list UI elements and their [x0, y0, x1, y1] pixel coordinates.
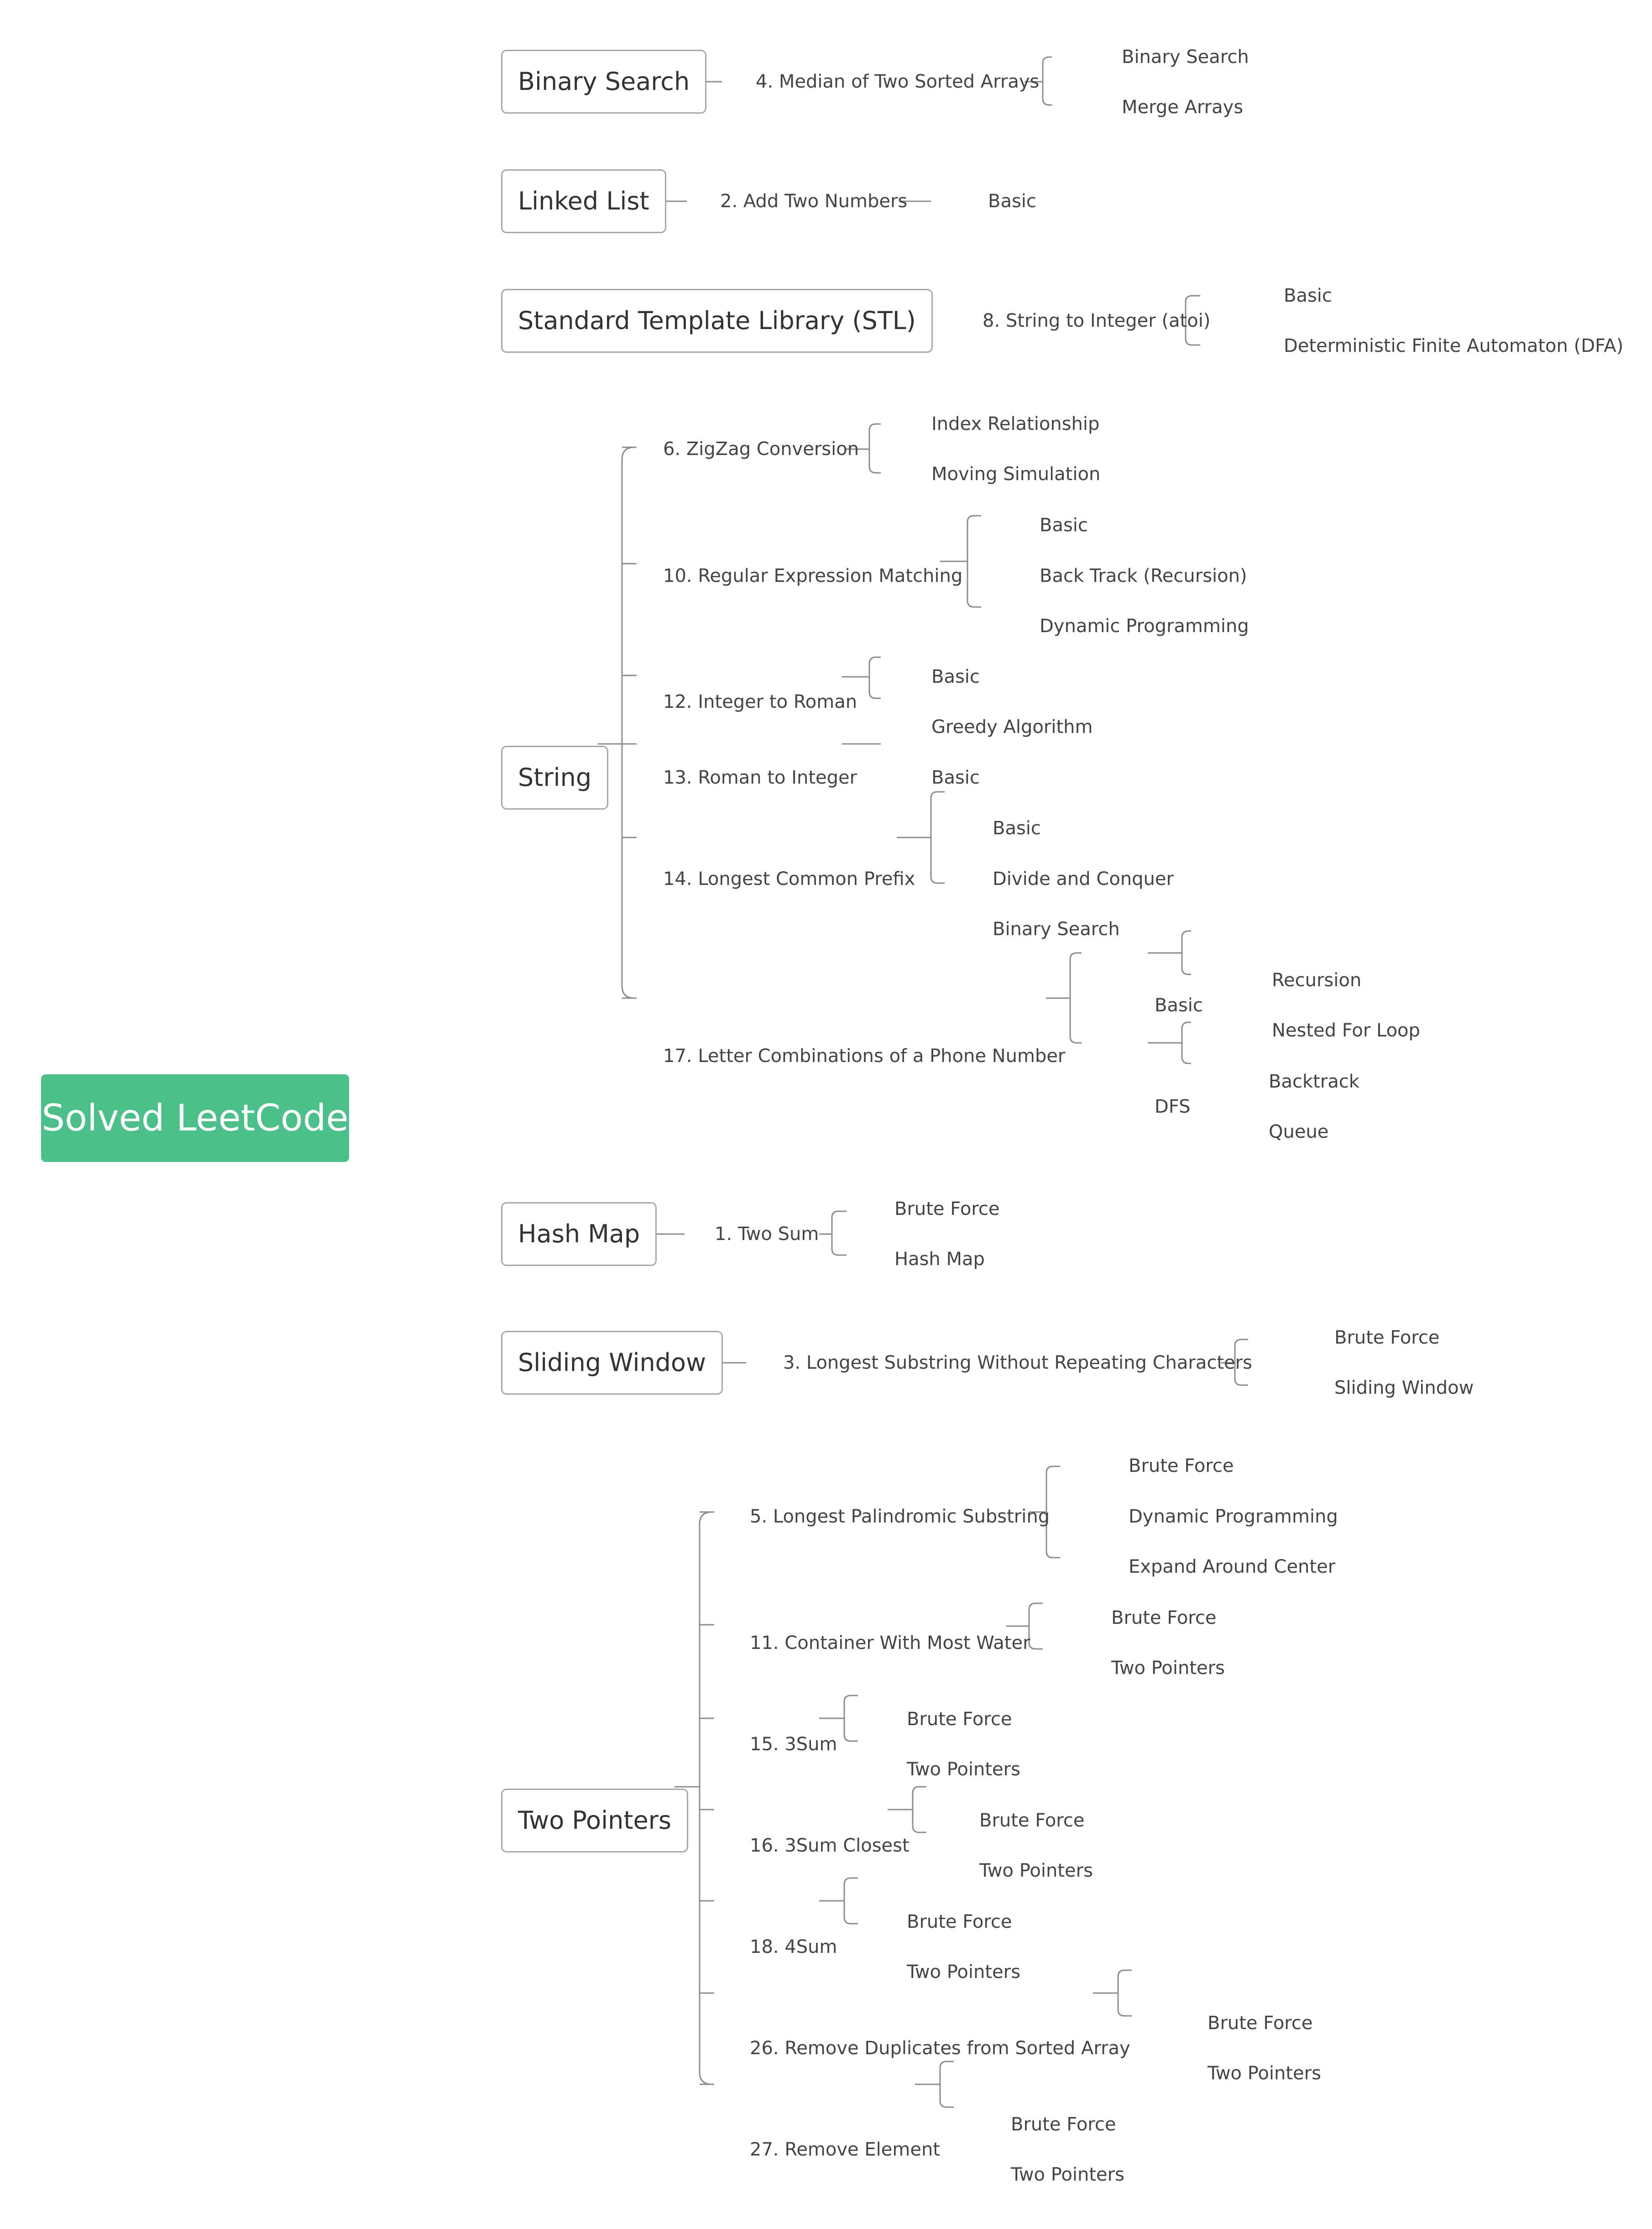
problem-two-sum[interactable]: 1. Two Sum [715, 1224, 819, 1245]
solution-moving-simulation[interactable]: Moving Simulation [931, 464, 1101, 485]
solution-brute-force[interactable]: Brute Force [1129, 1455, 1234, 1476]
category-binary-search[interactable]: Binary Search [501, 50, 707, 114]
problem-longest-substring[interactable]: 3. Longest Substring Without Repeating C… [783, 1352, 1252, 1373]
solution-two-pointers[interactable]: Two Pointers [907, 1759, 1020, 1780]
solution-backtrack[interactable]: Backtrack [1269, 1071, 1359, 1092]
solution-brute-force[interactable]: Brute Force [1208, 2013, 1313, 2034]
connector-line [831, 1210, 839, 1256]
problem-remove-element[interactable]: 27. Remove Element [750, 2139, 940, 2160]
problem-4sum[interactable]: 18. 4Sum [750, 1936, 837, 1957]
problem-longest-common-prefix[interactable]: 14. Longest Common Prefix [663, 869, 915, 890]
problem-longest-palindromic-substring[interactable]: 5. Longest Palindromic Substring [750, 1506, 1050, 1527]
solution-index-relationship[interactable]: Index Relationship [931, 413, 1100, 434]
solution-basic[interactable]: Basic [993, 818, 1041, 839]
subgroup-dfs[interactable]: DFS [1155, 1096, 1191, 1117]
connector-line [912, 1786, 920, 1833]
subgroup-basic[interactable]: Basic [1155, 995, 1203, 1016]
solution-sliding-window[interactable]: Sliding Window [1334, 1377, 1474, 1398]
problem-add-two-numbers[interactable]: 2. Add Two Numbers [720, 191, 908, 212]
problem-zigzag-conversion[interactable]: 6. ZigZag Conversion [663, 439, 859, 460]
connector-line [967, 515, 974, 608]
connector-line [621, 446, 635, 999]
category-two-pointers[interactable]: Two Pointers [501, 1789, 689, 1852]
solution-brute-force[interactable]: Brute Force [979, 1810, 1085, 1831]
solution-queue[interactable]: Queue [1269, 1121, 1329, 1142]
solution-two-pointers[interactable]: Two Pointers [1208, 2063, 1321, 2084]
problem-3sum[interactable]: 15. 3Sum [750, 1734, 837, 1755]
connector-line [843, 1695, 851, 1742]
solution-binary-search[interactable]: Binary Search [1122, 47, 1249, 68]
solution-expand-around-center[interactable]: Expand Around Center [1129, 1556, 1336, 1577]
solution-basic[interactable]: Basic [1284, 285, 1332, 306]
solution-dynamic-programming[interactable]: Dynamic Programming [1040, 616, 1249, 637]
problem-remove-duplicates[interactable]: 26. Remove Duplicates from Sorted Array [750, 2038, 1130, 2059]
solution-dfa[interactable]: Deterministic Finite Automaton (DFA) [1284, 335, 1624, 356]
connector-line [1181, 930, 1189, 975]
connector-line [930, 791, 938, 884]
category-hash-map[interactable]: Hash Map [501, 1202, 657, 1266]
solution-brute-force[interactable]: Brute Force [907, 1709, 1012, 1730]
solution-two-pointers[interactable]: Two Pointers [907, 1962, 1020, 1983]
connector-line [699, 1511, 712, 2085]
solution-brute-force[interactable]: Brute Force [894, 1198, 1000, 1219]
connector-line [868, 423, 876, 474]
solution-divide-and-conquer[interactable]: Divide and Conquer [993, 869, 1174, 890]
problem-integer-to-roman[interactable]: 12. Integer to Roman [663, 691, 857, 712]
solution-two-pointers[interactable]: Two Pointers [1011, 2164, 1124, 2185]
problem-regular-expression-matching[interactable]: 10. Regular Expression Matching [663, 565, 963, 586]
solution-greedy-algorithm[interactable]: Greedy Algorithm [931, 717, 1093, 738]
solution-back-track[interactable]: Back Track (Recursion) [1040, 565, 1247, 586]
solution-basic[interactable]: Basic [1040, 515, 1088, 536]
solution-brute-force[interactable]: Brute Force [1111, 1607, 1217, 1628]
solution-brute-force[interactable]: Brute Force [907, 1911, 1012, 1932]
connector-line [843, 1877, 851, 1925]
category-string[interactable]: String [501, 746, 609, 810]
solution-two-pointers[interactable]: Two Pointers [1111, 1658, 1225, 1679]
category-stl[interactable]: Standard Template Library (STL) [501, 289, 933, 353]
solution-dynamic-programming[interactable]: Dynamic Programming [1129, 1506, 1338, 1527]
solution-merge-arrays[interactable]: Merge Arrays [1122, 97, 1244, 118]
connector-line [939, 2061, 947, 2108]
problem-string-to-integer[interactable]: 8. String to Integer (atoi) [983, 310, 1211, 331]
connector-line [1117, 1969, 1125, 2017]
solution-brute-force[interactable]: Brute Force [1011, 2114, 1116, 2135]
solution-basic[interactable]: Basic [931, 767, 980, 788]
solution-hash-map[interactable]: Hash Map [894, 1249, 985, 1270]
problem-median-two-sorted-arrays[interactable]: 4. Median of Two Sorted Arrays [756, 71, 1040, 92]
solution-binary-search[interactable]: Binary Search [993, 919, 1120, 940]
problem-3sum-closest[interactable]: 16. 3Sum Closest [750, 1835, 910, 1856]
connector-line [1042, 56, 1050, 106]
solution-brute-force[interactable]: Brute Force [1334, 1327, 1440, 1348]
solution-nested-for-loop[interactable]: Nested For Loop [1272, 1020, 1420, 1041]
connector-line [868, 656, 876, 699]
problem-letter-combinations[interactable]: 17. Letter Combinations of a Phone Numbe… [663, 1046, 1066, 1067]
category-linked-list[interactable]: Linked List [501, 169, 666, 233]
solution-basic[interactable]: Basic [988, 191, 1036, 212]
solution-basic[interactable]: Basic [931, 666, 980, 687]
connector-line [1069, 952, 1077, 1044]
problem-roman-to-integer[interactable]: 13. Roman to Integer [663, 767, 857, 788]
problem-container-most-water[interactable]: 11. Container With Most Water [750, 1633, 1030, 1653]
solution-recursion[interactable]: Recursion [1272, 970, 1362, 991]
root-node[interactable]: Solved LeetCode [41, 1074, 349, 1162]
solution-two-pointers[interactable]: Two Pointers [979, 1860, 1093, 1881]
connector-line [1181, 1021, 1189, 1064]
category-sliding-window[interactable]: Sliding Window [501, 1331, 723, 1395]
